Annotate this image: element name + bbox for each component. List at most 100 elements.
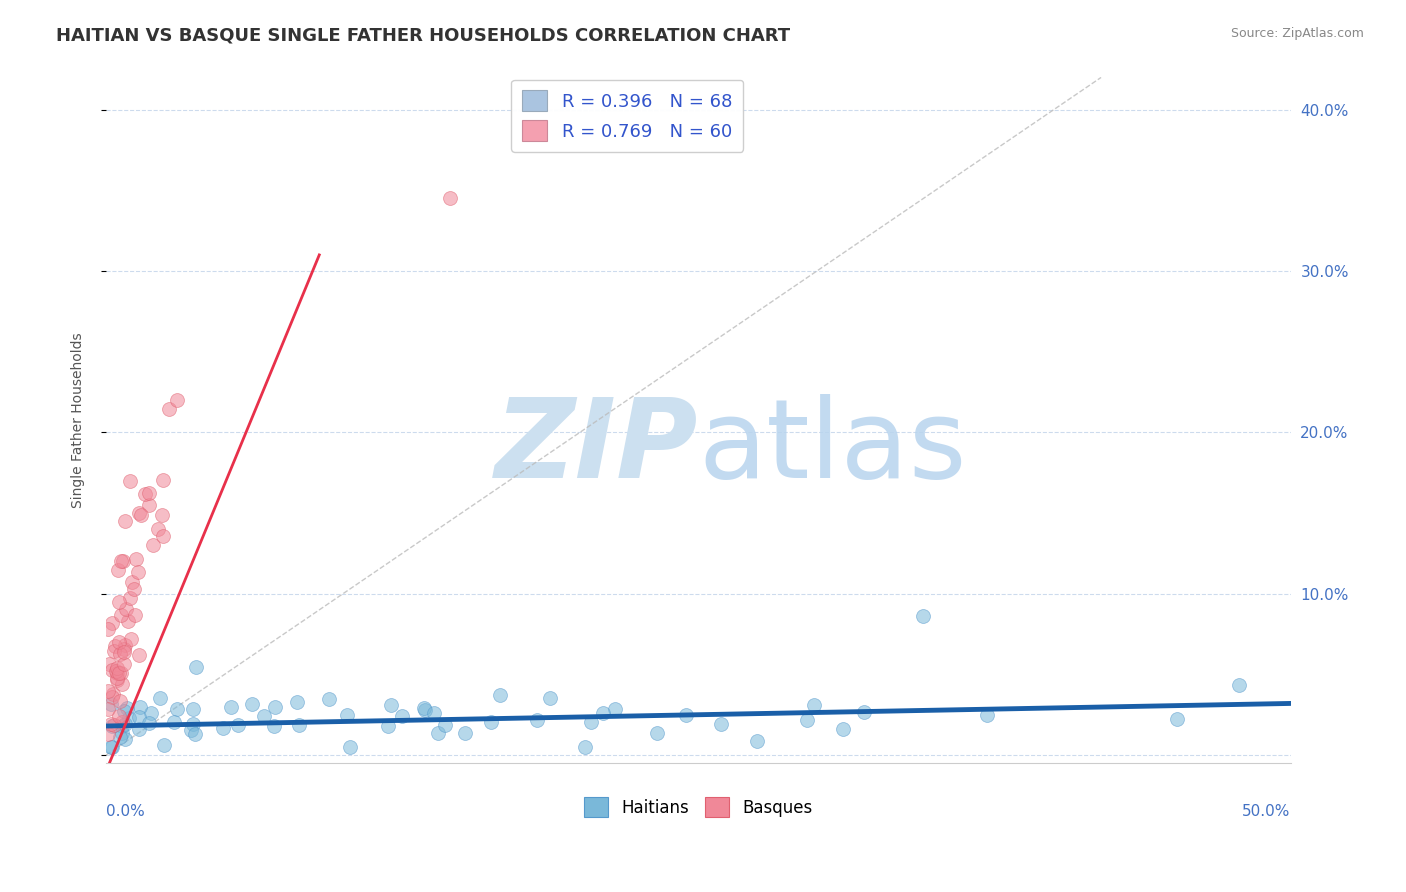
Point (479, 715, 502, 730)
Point (183, 727, 205, 741)
Point (118, 591, 141, 605)
Point (603, 701, 626, 715)
Point (118, 474, 141, 488)
Point (128, 710, 150, 724)
Point (423, 706, 446, 720)
Point (112, 645, 135, 659)
Point (427, 725, 450, 739)
Point (120, 632, 142, 646)
Point (142, 538, 165, 552)
Point (105, 661, 128, 675)
Point (184, 660, 207, 674)
Point (107, 562, 129, 576)
Point (124, 608, 146, 623)
Point (100, 717, 122, 731)
Point (100, 739, 122, 754)
Point (111, 677, 134, 691)
Point (112, 641, 135, 656)
Point (107, 594, 129, 608)
Point (114, 716, 136, 731)
Point (166, 702, 188, 716)
Point (110, 554, 132, 568)
Point (288, 718, 311, 732)
Point (439, 191, 461, 205)
Point (101, 615, 124, 630)
Point (103, 643, 125, 657)
Point (240, 697, 263, 711)
Point (380, 698, 402, 712)
Point (111, 719, 134, 733)
Point (125, 552, 148, 566)
Point (976, 708, 998, 723)
Point (105, 671, 128, 685)
Point (318, 692, 340, 706)
Point (803, 698, 825, 713)
Text: 0.0%: 0.0% (105, 805, 145, 819)
Point (111, 554, 134, 568)
Point (100, 690, 122, 705)
Point (148, 522, 170, 536)
Point (138, 486, 160, 500)
Point (97, 727, 120, 741)
Text: Source: ZipAtlas.com: Source: ZipAtlas.com (1230, 27, 1364, 40)
Point (211, 721, 233, 735)
Point (105, 664, 128, 678)
Point (163, 714, 186, 729)
Point (110, 647, 132, 661)
Point (100, 663, 122, 677)
Point (105, 666, 128, 681)
Point (129, 699, 152, 714)
Point (391, 709, 413, 723)
Text: HAITIAN VS BASQUE SINGLE FATHER HOUSEHOLDS CORRELATION CHART: HAITIAN VS BASQUE SINGLE FATHER HOUSEHOL… (56, 27, 790, 45)
Point (114, 732, 136, 747)
Point (134, 486, 156, 500)
Point (110, 665, 132, 680)
Y-axis label: Single Father Households: Single Father Households (72, 333, 86, 508)
Point (115, 602, 138, 616)
Point (110, 607, 132, 622)
Point (339, 739, 361, 754)
Point (103, 687, 125, 701)
Point (114, 514, 136, 528)
Point (433, 717, 456, 731)
Point (454, 726, 477, 740)
Point (108, 635, 131, 649)
Point (97, 702, 120, 716)
Point (152, 738, 174, 752)
Point (592, 706, 614, 720)
Point (852, 706, 875, 720)
Point (336, 708, 359, 723)
Point (152, 529, 174, 543)
Point (796, 713, 818, 727)
Point (112, 704, 135, 718)
Point (111, 714, 134, 729)
Point (97, 684, 120, 698)
Point (115, 701, 138, 715)
Point (181, 702, 204, 716)
Text: ZIP: ZIP (495, 394, 699, 501)
Point (112, 657, 135, 671)
Point (538, 691, 561, 706)
Point (107, 673, 129, 687)
Legend: Haitians, Basques: Haitians, Basques (578, 791, 820, 823)
Point (645, 725, 668, 739)
Point (579, 715, 602, 730)
Text: 50.0%: 50.0% (1243, 805, 1291, 819)
Point (180, 723, 202, 738)
Point (129, 508, 152, 522)
Point (1166, 712, 1188, 726)
Point (574, 739, 596, 754)
Point (110, 731, 132, 745)
Point (415, 703, 437, 717)
Point (219, 699, 242, 714)
Point (710, 716, 733, 731)
Point (377, 719, 399, 733)
Point (114, 638, 136, 652)
Point (124, 582, 146, 596)
Point (832, 722, 855, 736)
Point (747, 734, 769, 748)
Point (489, 688, 512, 702)
Point (159, 401, 181, 416)
Point (101, 719, 124, 733)
Point (264, 700, 287, 714)
